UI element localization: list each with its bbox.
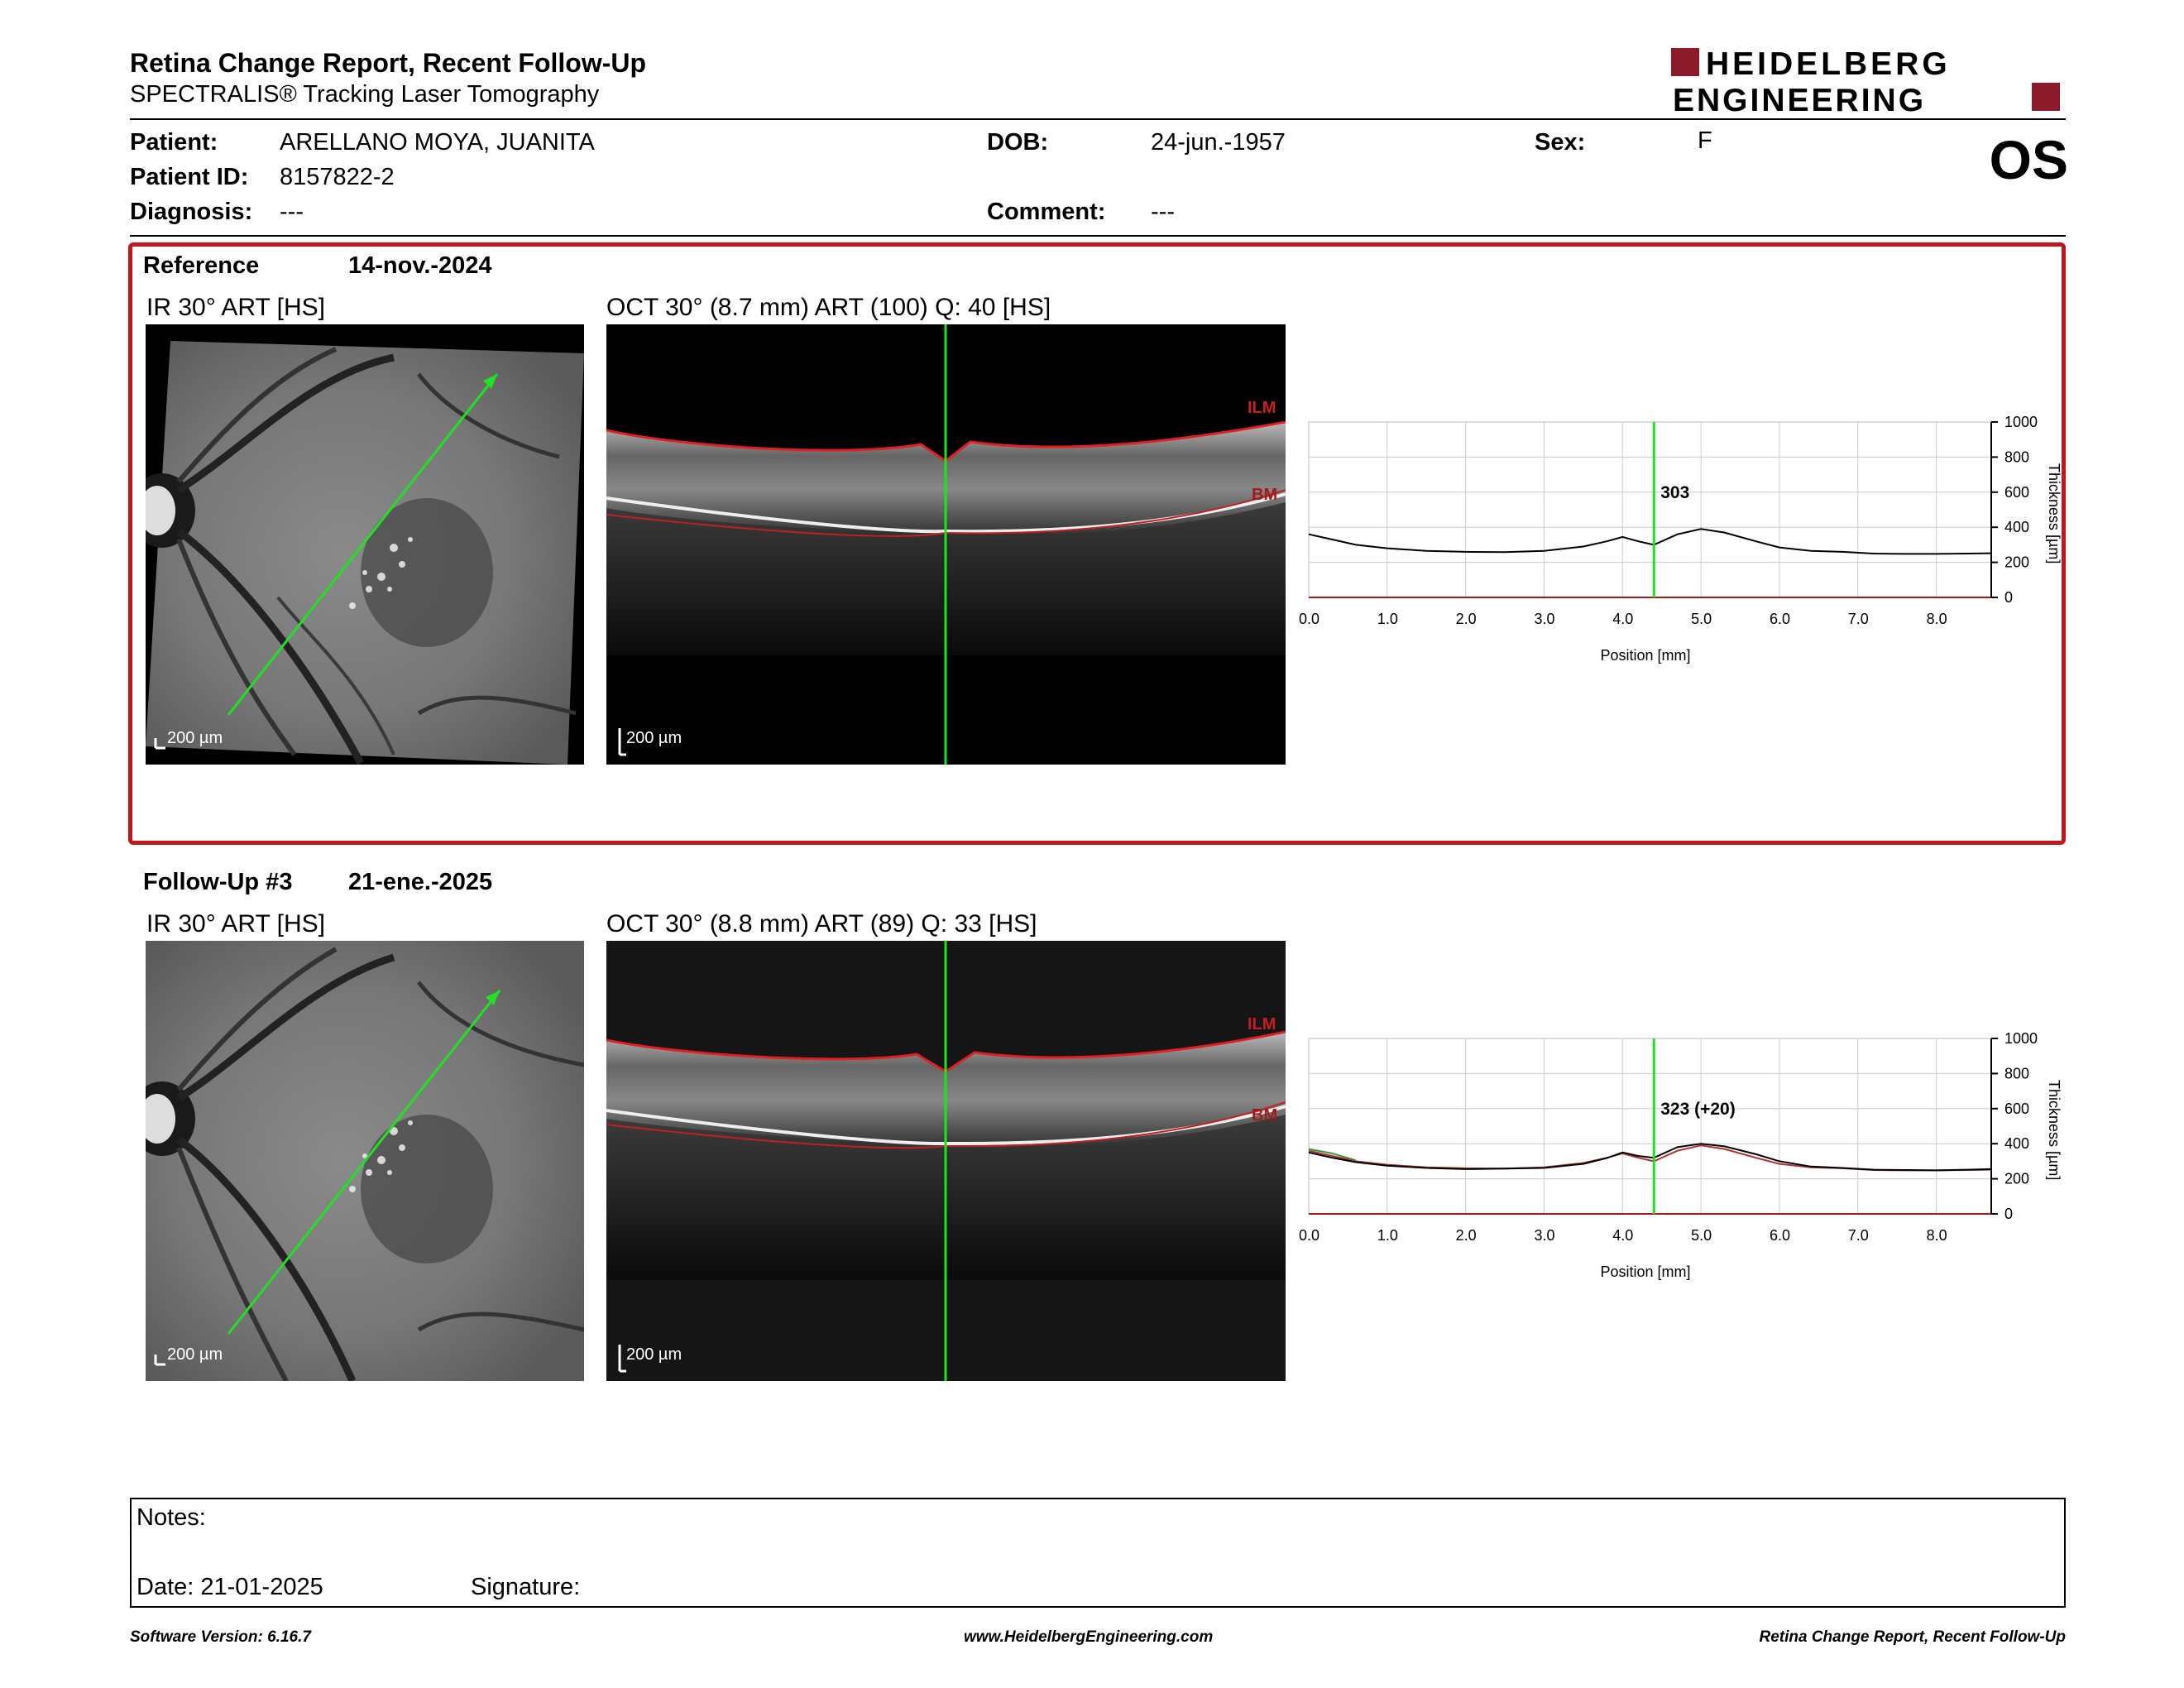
followup-ilm-label: ILM <box>1248 1015 1276 1033</box>
x-tick-label: 6.0 <box>1770 1227 1790 1244</box>
y-tick-label: 1000 <box>2004 1030 2038 1047</box>
notes-box[interactable]: Notes: Date: 21-01-2025 Signature: <box>130 1498 2066 1608</box>
footer-report-name: Retina Change Report, Recent Follow-Up <box>1759 1628 2066 1646</box>
followup-bm-label: BM <box>1252 1106 1277 1125</box>
eye-indicator: OS <box>1989 129 2068 190</box>
patient-name: ARELLANO MOYA, JUANITA <box>280 129 595 156</box>
dob-value: 24-jun.-1957 <box>1151 129 1286 156</box>
y-tick-label: 800 <box>2004 448 2029 465</box>
reference-box <box>128 242 2066 845</box>
heidelberg-logo: HEIDELBERG ENGINEERING <box>1671 46 2060 116</box>
x-tick-label: 0.0 <box>1299 611 1320 627</box>
x-tick-label: 8.0 <box>1927 1227 1947 1244</box>
followup-oct-scale: 200 µm <box>626 1345 682 1364</box>
sex-label: Sex: <box>1535 129 1586 156</box>
reference-ir-label: IR 30° ART [HS] <box>146 294 325 321</box>
x-tick-label: 5.0 <box>1691 611 1712 627</box>
x-tick-label: 8.0 <box>1927 611 1947 627</box>
x-tick-label: 1.0 <box>1377 611 1398 627</box>
footer-software: Software Version: 6.16.7 <box>130 1628 311 1646</box>
x-tick-label: 2.0 <box>1456 611 1477 627</box>
dob-label: DOB: <box>987 129 1049 156</box>
patient-id-label: Patient ID: <box>130 164 249 190</box>
notes-date: Date: 21-01-2025 <box>136 1574 323 1600</box>
followup-ir-label: IR 30° ART [HS] <box>146 910 325 938</box>
x-axis-label: Position [mm] <box>1601 647 1691 664</box>
y-tick-label: 400 <box>2004 519 2029 535</box>
svg-text:HEIDELBERG: HEIDELBERG <box>1706 46 1951 82</box>
reference-ilm-label: ILM <box>1248 399 1276 417</box>
y-tick-label: 200 <box>2004 554 2029 571</box>
x-tick-label: 2.0 <box>1456 1227 1477 1244</box>
diagnosis-value: --- <box>280 199 304 225</box>
followup-oct-image[interactable]: ILM BM 200 µm <box>606 941 1286 1381</box>
comment-label: Comment: <box>987 199 1106 225</box>
x-tick-label: 7.0 <box>1848 1227 1869 1244</box>
x-axis-label: Position [mm] <box>1601 1264 1691 1280</box>
x-tick-label: 6.0 <box>1770 611 1790 627</box>
followup-oct-label: OCT 30° (8.8 mm) ART (89) Q: 33 [HS] <box>606 910 1037 938</box>
thickness-series-line <box>1308 1143 1992 1172</box>
sex-value: F <box>1698 127 1712 154</box>
marker-value-label: 323 (+20) <box>1660 1100 1735 1119</box>
followup-thickness-chart: 1000 800 600 400 200 0 0.0 1.0 2.0 3.0 4.0 5.0 6.0 7.… <box>1299 1030 2062 1280</box>
y-tick-label: 800 <box>2004 1065 2029 1081</box>
y-tick-label: 600 <box>2004 1101 2029 1117</box>
reference-ir-scale: 200 µm <box>167 729 223 747</box>
reference-label: Reference <box>143 252 260 279</box>
reference-ir-image[interactable]: 200 µm <box>146 324 584 765</box>
y-tick-label: 0 <box>2004 1206 2013 1222</box>
followup-date: 21-ene.-2025 <box>348 869 493 895</box>
reference-bm-label: BM <box>1252 486 1277 504</box>
y-tick-label: 400 <box>2004 1135 2029 1152</box>
followup-label: Follow-Up #3 <box>143 869 293 895</box>
y-tick-label: 0 <box>2004 589 2013 606</box>
followup-ir-scale: 200 µm <box>167 1345 223 1364</box>
followup-ir-image[interactable]: 200 µm <box>146 941 584 1381</box>
x-tick-label: 4.0 <box>1612 611 1633 627</box>
header-divider <box>130 118 2066 120</box>
plot-frame <box>1308 1038 1992 1215</box>
report-title: Retina Change Report, Recent Follow-Up <box>130 48 647 78</box>
y-axis-label: Thickness [µm] <box>2046 1080 2062 1180</box>
patient-label: Patient: <box>130 129 218 156</box>
x-tick-label: 5.0 <box>1691 1227 1712 1244</box>
x-tick-label: 4.0 <box>1612 1227 1633 1244</box>
reference-oct-scale: 200 µm <box>626 729 682 747</box>
x-tick-label: 3.0 <box>1534 1227 1554 1244</box>
x-tick-label: 3.0 <box>1534 611 1554 627</box>
reference-oct-label: OCT 30° (8.7 mm) ART (100) Q: 40 [HS] <box>606 294 1051 321</box>
thickness-series-line <box>1308 1148 1357 1162</box>
notes-label: Notes: <box>136 1504 206 1531</box>
y-axis-label: Thickness [µm] <box>2046 463 2062 563</box>
x-tick-label: 0.0 <box>1299 1227 1320 1244</box>
svg-text:ENGINEERING: ENGINEERING <box>1673 83 1926 116</box>
plot-frame <box>1308 421 1992 598</box>
report-subtitle: SPECTRALIS® Tracking Laser Tomography <box>130 81 600 108</box>
y-tick-label: 600 <box>2004 484 2029 501</box>
patient-divider <box>130 235 2066 237</box>
thickness-series-line <box>1308 528 1992 555</box>
reference-oct-image[interactable]: ILM BM 200 µm <box>606 324 1286 765</box>
marker-value-label: 303 <box>1660 483 1689 502</box>
reference-date: 14-nov.-2024 <box>348 252 492 279</box>
x-tick-label: 1.0 <box>1377 1227 1398 1244</box>
signature-label: Signature: <box>471 1574 581 1600</box>
comment-value: --- <box>1151 199 1175 225</box>
diagnosis-label: Diagnosis: <box>130 199 253 225</box>
reference-thickness-chart: 1000 800 600 400 200 0 0.0 1.0 2.0 3.0 4.0 5.0 6.0 7.… <box>1299 414 2062 664</box>
footer-url[interactable]: www.HeidelbergEngineering.com <box>964 1628 1214 1646</box>
y-tick-label: 200 <box>2004 1171 2029 1187</box>
x-tick-label: 7.0 <box>1848 611 1869 627</box>
patient-id: 8157822-2 <box>280 164 395 190</box>
y-tick-label: 1000 <box>2004 414 2038 430</box>
